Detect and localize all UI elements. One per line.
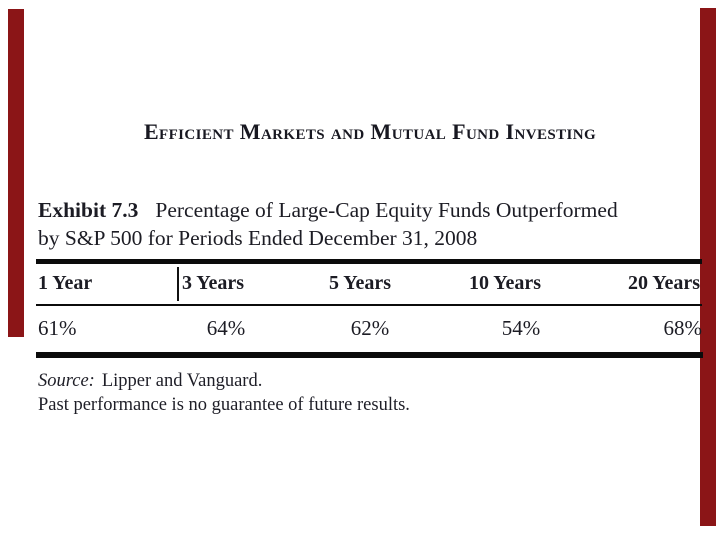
- table-top-rule: [36, 259, 702, 264]
- table-value-3-years: 64%: [206, 316, 246, 340]
- table-header-20-years: 20 Years: [627, 272, 700, 294]
- table-value-1-year: 61%: [38, 316, 77, 340]
- exhibit-label: Exhibit 7.3: [38, 198, 139, 222]
- table-value-5-years: 62%: [350, 316, 390, 340]
- text-cursor-artifact: [177, 267, 179, 301]
- source-text: Lipper and Vanguard.: [101, 371, 263, 391]
- source-label: Source:: [38, 371, 95, 391]
- table-header-5-years: 5 Years: [328, 272, 392, 294]
- exhibit-title-line1: Exhibit 7.3 Percentage of Large-Cap Equit…: [38, 196, 710, 224]
- table-header-3-years: 3 Years: [181, 272, 245, 294]
- exhibit-title-line2: by S&P 500 for Periods Ended December 31…: [38, 226, 478, 250]
- exhibit-title: Exhibit 7.3 Percentage of Large-Cap Equit…: [38, 196, 710, 252]
- exhibit-title-text: Percentage of Large-Cap Equity Funds Out…: [155, 198, 618, 222]
- table-value-10-years: 54%: [501, 316, 541, 340]
- table-bottom-rule: [36, 352, 703, 358]
- right-accent-bar: [700, 8, 716, 526]
- table-value-20-years: 68%: [663, 316, 703, 340]
- table-header-10-years: 10 Years: [468, 272, 542, 294]
- table-header-rule: [36, 304, 702, 306]
- table-header-1-year: 1 Year: [38, 272, 93, 294]
- running-head: Efficient Markets and Mutual Fund Invest…: [143, 119, 597, 144]
- source-line: Source: Lipper and Vanguard.: [38, 371, 262, 392]
- disclaimer-line: Past performance is no guarantee of futu…: [38, 395, 410, 415]
- left-accent-bar: [8, 9, 24, 337]
